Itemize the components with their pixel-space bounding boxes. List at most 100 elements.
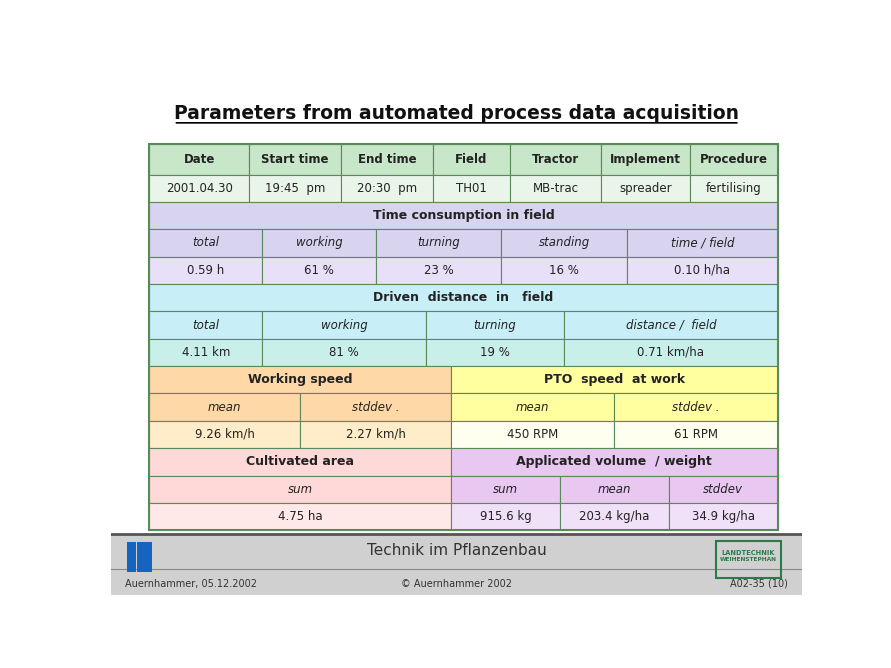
Bar (451, 476, 560, 503)
Text: sum: sum (288, 483, 313, 496)
Text: stddev: stddev (703, 483, 743, 496)
Text: Cultivated area: Cultivated area (246, 456, 354, 468)
Text: 0.10 h/ha: 0.10 h/ha (674, 264, 731, 277)
Bar (376, 257, 502, 284)
Bar (137, 542, 142, 572)
Bar (615, 393, 778, 421)
Text: Start time: Start time (261, 153, 329, 166)
Bar (433, 144, 510, 174)
Text: 23 %: 23 % (423, 264, 454, 277)
Text: distance /  field: distance / field (625, 319, 716, 331)
Bar (150, 257, 263, 284)
Text: A02-35 (10): A02-35 (10) (731, 578, 788, 589)
Bar (341, 174, 433, 202)
Bar (627, 229, 778, 257)
Text: 20:30  pm: 20:30 pm (357, 182, 417, 195)
Text: stddev .: stddev . (352, 401, 399, 413)
Text: © Auernhammer 2002: © Auernhammer 2002 (401, 578, 512, 589)
Text: Technik im Pflanzenbau: Technik im Pflanzenbau (367, 543, 546, 558)
Text: Time consumption in field: Time consumption in field (372, 209, 554, 222)
Text: working: working (296, 236, 342, 249)
Bar (510, 144, 601, 174)
Bar (426, 339, 564, 366)
Text: Date: Date (184, 153, 215, 166)
Bar (249, 174, 341, 202)
Bar (502, 257, 627, 284)
Text: 61 RPM: 61 RPM (674, 428, 718, 441)
Bar (150, 144, 249, 174)
Text: Tractor: Tractor (532, 153, 579, 166)
Bar (690, 174, 778, 202)
Bar (150, 229, 263, 257)
Text: TH01: TH01 (456, 182, 486, 195)
Text: Implement: Implement (610, 153, 681, 166)
Text: End time: End time (357, 153, 416, 166)
Text: 19 %: 19 % (480, 346, 510, 359)
Bar (150, 421, 300, 448)
Bar (341, 144, 433, 174)
Bar (150, 393, 300, 421)
Bar (690, 144, 778, 174)
Bar (150, 339, 263, 366)
Bar (560, 503, 669, 530)
Text: Auernhammer, 05.12.2002: Auernhammer, 05.12.2002 (125, 578, 257, 589)
Text: turning: turning (417, 236, 460, 249)
Text: 0.71 km/ha: 0.71 km/ha (637, 346, 705, 359)
Bar (150, 284, 778, 311)
Text: total: total (192, 319, 219, 331)
Bar (669, 503, 778, 530)
Text: 4.11 km: 4.11 km (182, 346, 230, 359)
Bar (150, 174, 249, 202)
Text: Parameters from automated process data acquisition: Parameters from automated process data a… (174, 104, 740, 123)
Bar (564, 339, 778, 366)
Text: 915.6 kg: 915.6 kg (479, 510, 531, 523)
Text: 34.9 kg/ha: 34.9 kg/ha (691, 510, 755, 523)
Bar (560, 476, 669, 503)
Bar (564, 311, 778, 339)
Text: turning: turning (474, 319, 517, 331)
Bar (502, 229, 627, 257)
Bar (715, 541, 781, 578)
Bar (263, 257, 376, 284)
Bar (150, 202, 778, 229)
Text: fertilising: fertilising (706, 182, 762, 195)
Text: Field: Field (455, 153, 487, 166)
Text: 2.27 km/h: 2.27 km/h (346, 428, 405, 441)
Text: Driven  distance  in   field: Driven distance in field (373, 291, 553, 304)
Bar (433, 174, 510, 202)
Text: PTO  speed  at work: PTO speed at work (544, 373, 685, 386)
Text: 203.4 kg/ha: 203.4 kg/ha (579, 510, 650, 523)
Text: MB-trac: MB-trac (533, 182, 578, 195)
Bar (249, 144, 341, 174)
Bar (451, 393, 615, 421)
Text: Applicated volume  / weight: Applicated volume / weight (517, 456, 712, 468)
Text: spreader: spreader (619, 182, 672, 195)
Text: stddev .: stddev . (673, 401, 720, 413)
Text: 19:45  pm: 19:45 pm (265, 182, 325, 195)
Text: total: total (192, 236, 219, 249)
Bar (263, 311, 426, 339)
Text: 16 %: 16 % (549, 264, 579, 277)
Text: WEIHENSTEPHAN: WEIHENSTEPHAN (720, 557, 777, 562)
Bar (451, 448, 778, 476)
Text: mean: mean (516, 401, 550, 413)
Text: standing: standing (538, 236, 590, 249)
Text: 61 %: 61 % (304, 264, 334, 277)
Text: mean: mean (208, 401, 241, 413)
Bar (150, 448, 451, 476)
Text: 0.59 h: 0.59 h (187, 264, 225, 277)
Bar (300, 421, 451, 448)
Bar (601, 144, 690, 174)
Bar (150, 144, 778, 530)
Text: sum: sum (493, 483, 518, 496)
Text: mean: mean (598, 483, 631, 496)
Bar (143, 542, 152, 572)
Bar (263, 229, 376, 257)
Bar (669, 476, 778, 503)
Text: LANDTECHNIK: LANDTECHNIK (722, 550, 775, 556)
Text: 450 RPM: 450 RPM (507, 428, 559, 441)
Bar (150, 311, 263, 339)
Bar (300, 393, 451, 421)
Bar (451, 421, 615, 448)
Bar (150, 366, 451, 393)
